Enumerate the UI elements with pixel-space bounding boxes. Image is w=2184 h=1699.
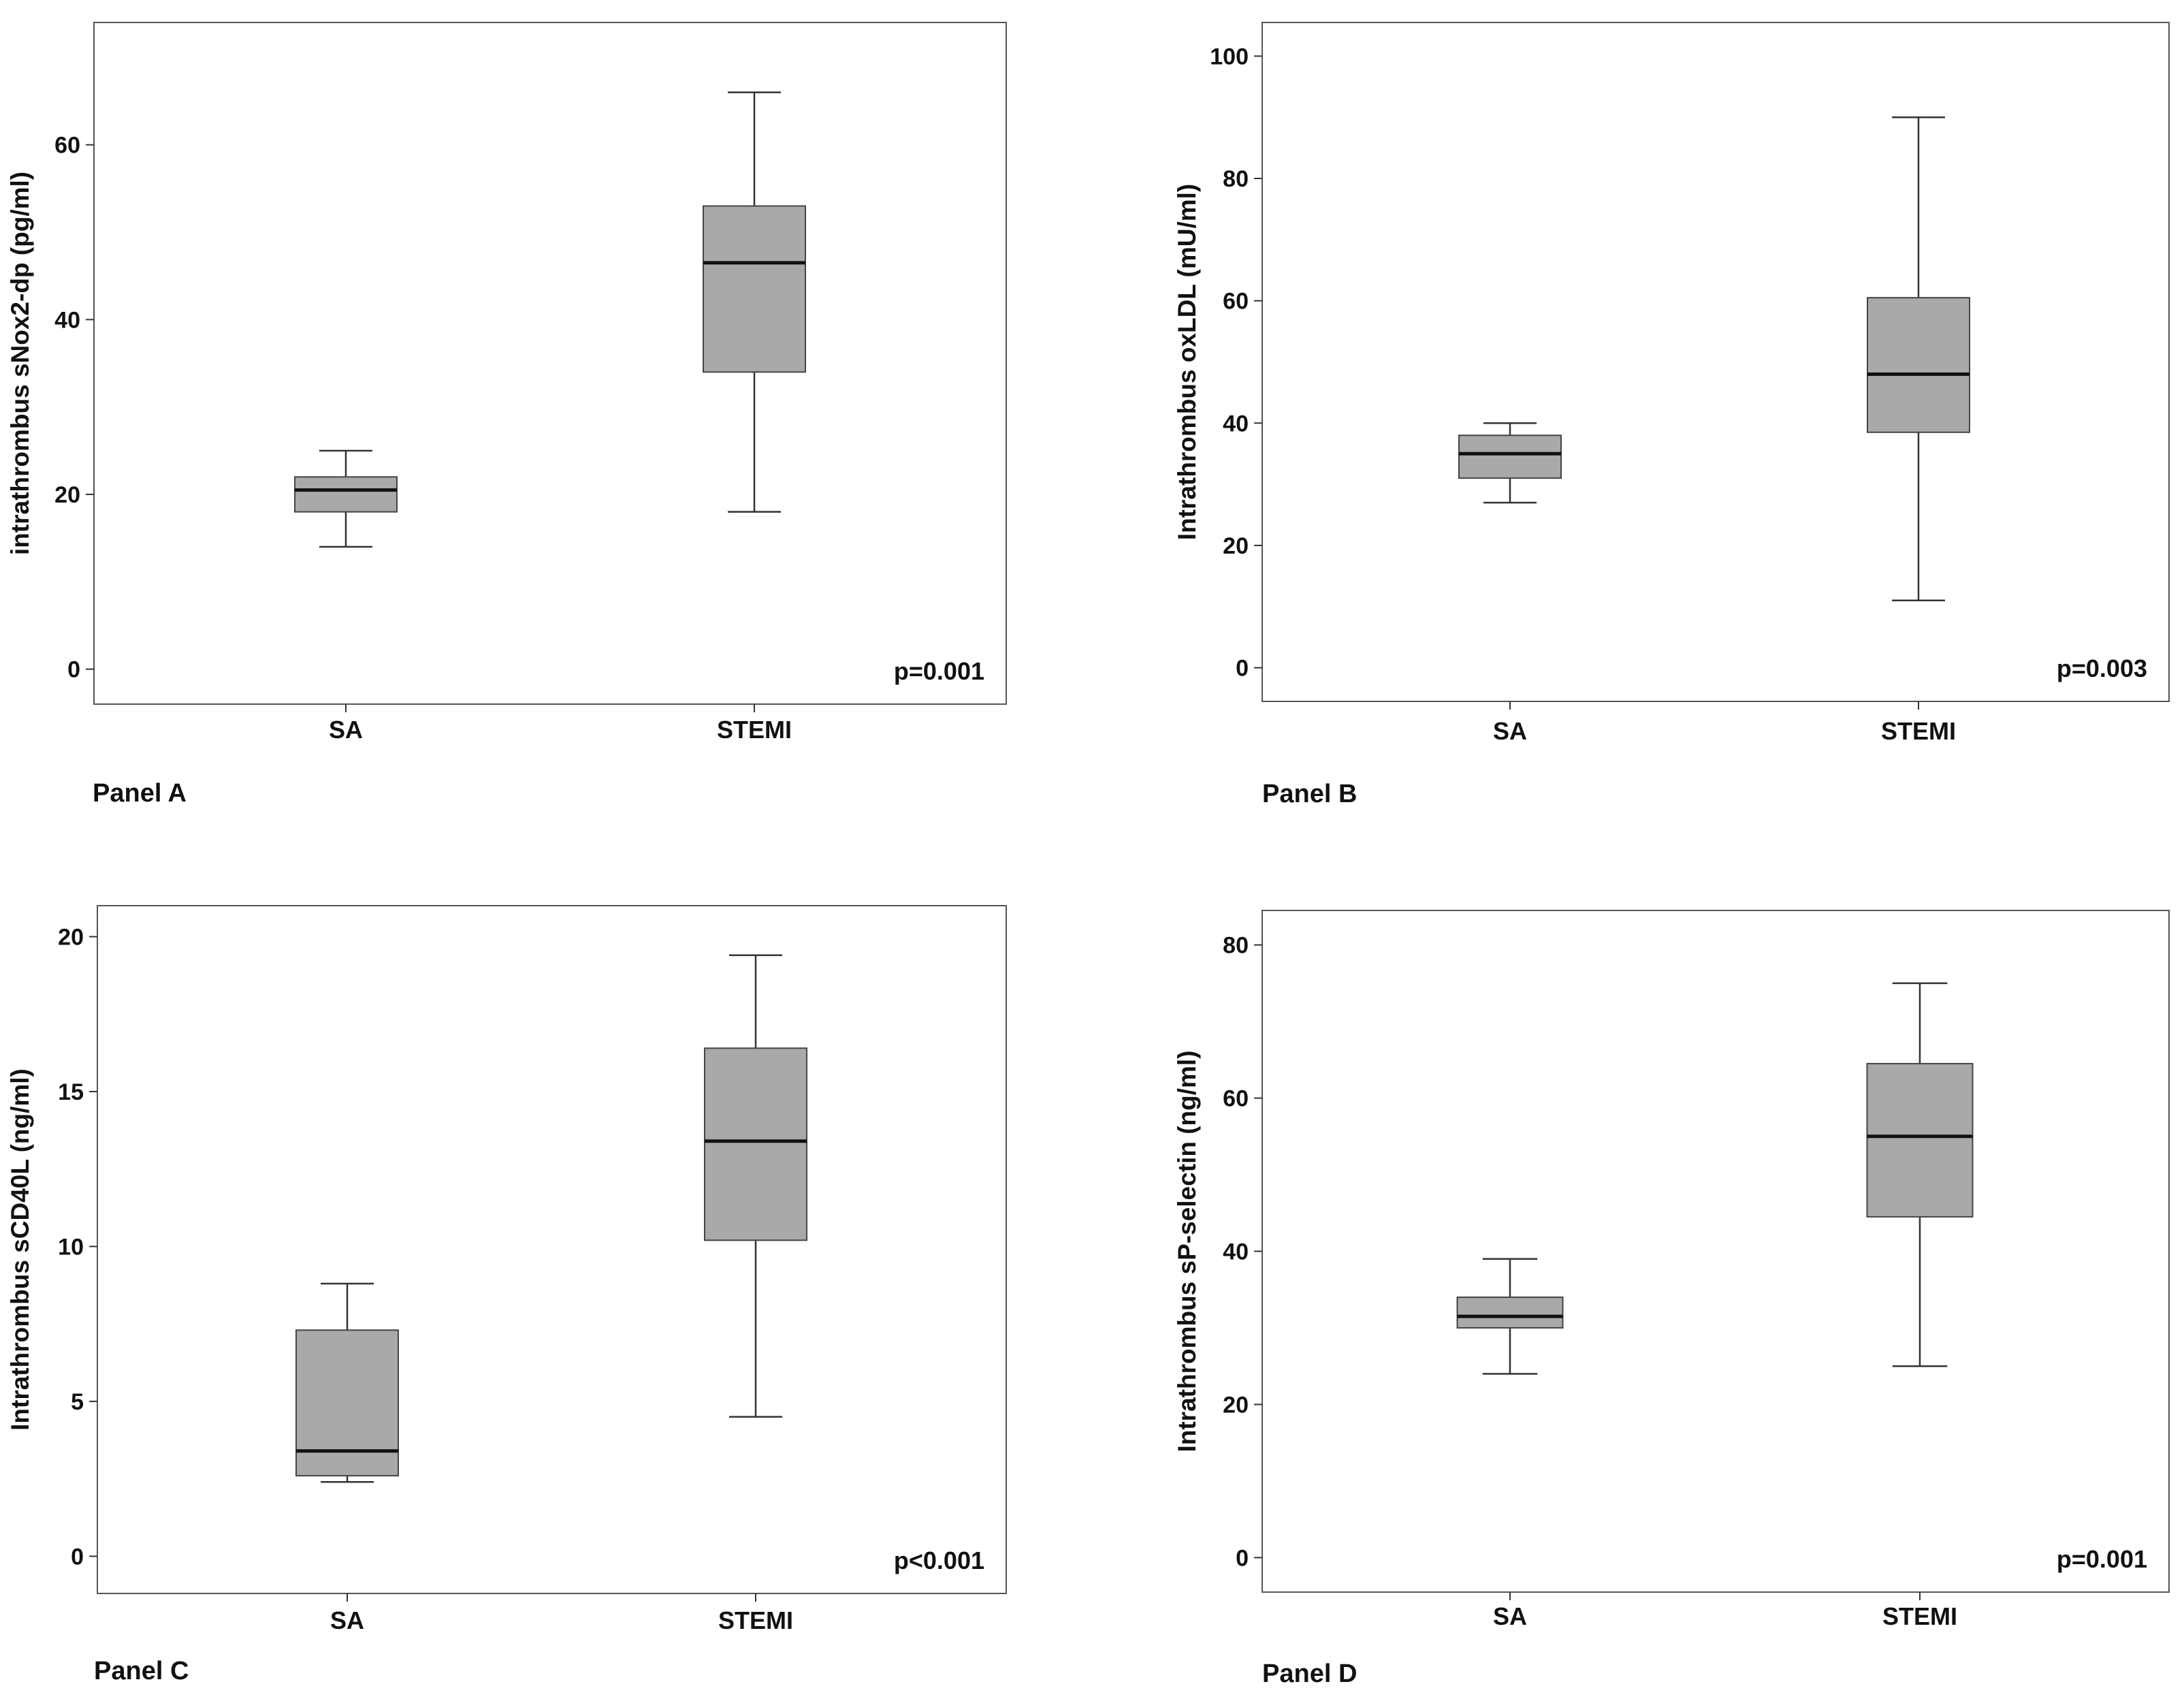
chart-panel-d-box-sa-iqr <box>1456 1296 1564 1329</box>
chart-panel-b-ytick-label: 80 <box>1223 166 1249 192</box>
chart-panel-d-ytick-label: 40 <box>1223 1239 1249 1265</box>
chart-panel-c-plot-frame <box>97 905 1007 1594</box>
chart-panel-d-ytick-label: 0 <box>1236 1545 1249 1571</box>
chart-panel-d-box-stemi-iqr <box>1866 1062 1974 1218</box>
chart-panel-b-ytick-label: 100 <box>1210 44 1249 69</box>
chart-panel-a-box-sa-iqr <box>294 476 398 513</box>
chart-panel-c-ytick-label: 0 <box>71 1544 84 1570</box>
chart-panel-a-box-stemi-iqr <box>703 205 806 373</box>
chart-panel-c-box-sa-iqr <box>295 1329 399 1477</box>
chart-panel-c-box-stemi <box>704 954 807 1418</box>
chart-panel-c-ytick-label: 5 <box>71 1389 84 1415</box>
chart-panel-b-box-sa-iqr <box>1458 434 1562 479</box>
chart-panel-d-ytick-label: 80 <box>1223 933 1249 959</box>
chart-panel-c-panel-label: Panel C <box>94 1657 189 1685</box>
chart-panel-b-category-label: SA <box>1493 717 1527 745</box>
chart-panel-c-p-value: p<0.001 <box>894 1546 984 1574</box>
chart-panel-a-box-sa <box>294 449 398 548</box>
chart-panel-c-box-stemi-iqr <box>704 1047 807 1241</box>
chart-panel-b-box-stemi-iqr <box>1867 297 1970 433</box>
chart-panel-b-panel-label: Panel B <box>1262 780 1357 808</box>
chart-panel-a-box-stemi <box>703 91 806 513</box>
chart-panel-c-box-sa <box>295 1282 399 1483</box>
chart-panel-d: 0 20 40 60 80 SA STEMI Intrathrombus sP-selecti… <box>1173 910 2170 1688</box>
chart-panel-d-box-sa <box>1456 1258 1564 1375</box>
chart-panel-b-ytick-label: 0 <box>1236 656 1249 682</box>
chart-panel-d-category-label: SA <box>1493 1602 1527 1630</box>
chart-panel-d-y-axis-label: Intrathrombus sP-selectin (ng/ml) <box>1173 1050 1201 1452</box>
chart-panel-a-ytick-label: 0 <box>67 657 80 683</box>
chart-panel-a-p-value: p=0.001 <box>894 657 984 685</box>
chart-panel-d-ytick-label: 20 <box>1223 1392 1249 1418</box>
chart-panel-b: 0 20 40 60 80 100 SA STEMI Intrathrombus oxLDL (… <box>1173 22 2170 808</box>
chart-panel-a-panel-label: Panel A <box>93 779 187 808</box>
chart-panel-b-y-axis-label: Intrathrombus oxLDL (mU/ml) <box>1173 184 1201 541</box>
chart-panel-c-ytick-label: 15 <box>58 1079 84 1105</box>
chart-panel-b-category-label: STEMI <box>1881 717 1956 745</box>
chart-panel-a: 0 20 40 60 SA STEMI intrathrombus sNox2-dp (pg… <box>6 22 1007 808</box>
chart-panel-a-y-axis-label: intrathrombus sNox2-dp (pg/ml) <box>6 172 34 555</box>
chart-panel-c: 0 5 10 15 20 SA STEMI Intrathrombus sCD40L (ng/… <box>6 905 1007 1685</box>
chart-panel-a-plot-frame <box>93 22 1007 705</box>
chart-panel-b-box-sa <box>1458 422 1562 504</box>
chart-panel-a-ytick-label: 40 <box>54 307 80 333</box>
chart-panel-b-box-stemi <box>1867 116 1970 602</box>
chart-panel-d-box-stemi <box>1866 982 1974 1367</box>
chart-panel-c-y-axis-label: Intrathrombus sCD40L (ng/ml) <box>6 1068 34 1431</box>
chart-panel-d-ytick-label: 60 <box>1223 1086 1249 1112</box>
chart-panel-b-ytick-label: 40 <box>1223 411 1249 436</box>
chart-panel-b-p-value: p=0.003 <box>2057 654 2147 682</box>
chart-panel-a-category-label: STEMI <box>717 716 792 744</box>
chart-panel-d-panel-label: Panel D <box>1262 1660 1357 1688</box>
chart-panel-b-ytick-label: 60 <box>1223 289 1249 315</box>
chart-panel-d-category-label: STEMI <box>1882 1602 1957 1630</box>
chart-panel-b-ytick-label: 20 <box>1223 533 1249 559</box>
chart-panel-c-category-label: SA <box>330 1606 364 1634</box>
chart-panel-c-ytick-label: 10 <box>58 1234 84 1260</box>
chart-panel-a-category-label: SA <box>329 716 363 744</box>
chart-panel-d-p-value: p=0.001 <box>2057 1545 2147 1573</box>
chart-panel-d-plot-frame <box>1262 910 2170 1593</box>
chart-panel-a-ytick-label: 20 <box>54 482 80 508</box>
chart-panel-b-plot-frame <box>1262 22 2170 702</box>
chart-panel-a-ytick-label: 60 <box>54 133 80 159</box>
chart-panel-c-category-label: STEMI <box>718 1606 793 1634</box>
chart-panel-c-ytick-label: 20 <box>58 924 84 950</box>
